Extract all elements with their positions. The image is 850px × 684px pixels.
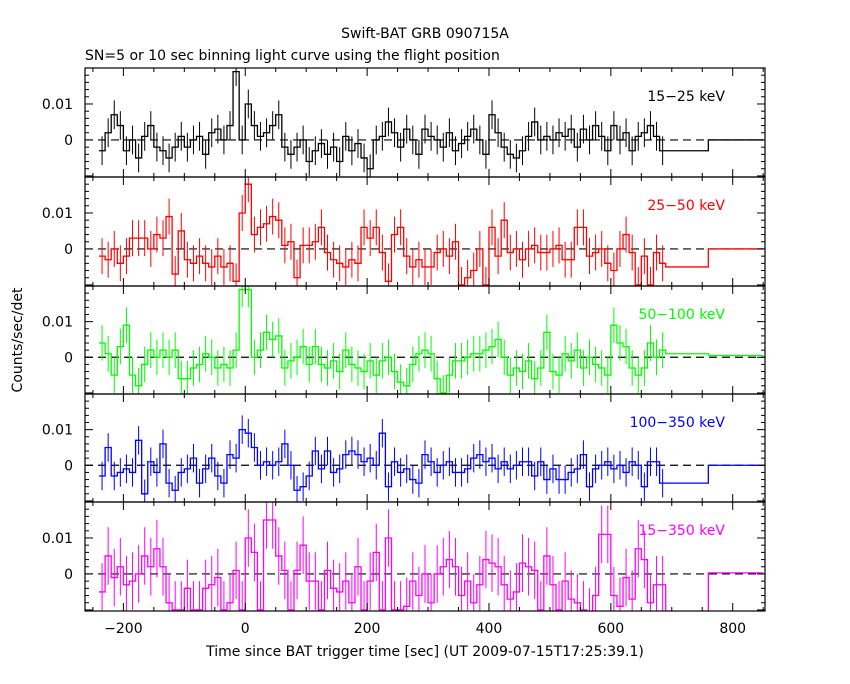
y-tick-label: 0 <box>64 133 73 149</box>
y-tick-label: 0 <box>64 242 73 258</box>
panel-2: 0 0.01 25−50 keV <box>42 176 766 287</box>
x-tick-label: −200 <box>104 621 142 637</box>
series-step-line <box>99 288 764 394</box>
y-tick-label: 0.01 <box>42 315 73 331</box>
series-legend-label: 25−50 keV <box>647 198 725 214</box>
series-5 <box>99 502 764 611</box>
x-tick-label: 400 <box>476 621 503 637</box>
series-step-line <box>99 519 764 611</box>
panel-1: 0 0.01 15−25 keV <box>42 67 766 178</box>
series-2 <box>99 177 764 286</box>
series-legend-label: 15−25 keV <box>647 89 725 105</box>
y-tick-label: 0.01 <box>42 206 73 222</box>
x-tick-label: 600 <box>597 621 624 637</box>
x-tick-label: 0 <box>241 621 250 637</box>
y-tick-label: 0.01 <box>42 97 73 113</box>
x-axis-label: Time since BAT trigger time [sec] (UT 20… <box>205 644 644 660</box>
y-tick-label: 0 <box>64 458 73 474</box>
chart-title: Swift-BAT GRB 090715A <box>341 26 509 42</box>
y-tick-label: 0.01 <box>42 423 73 439</box>
series-legend-label: 15−350 keV <box>638 523 725 539</box>
series-step-line <box>99 428 764 495</box>
panel-3: 0 0.01 50−100 keV <box>42 285 766 395</box>
y-axis-label: Counts/sec/det <box>10 287 26 392</box>
panel-5: 0 0.01 15−350 keV <box>42 501 766 612</box>
series-1 <box>99 68 764 177</box>
series-4 <box>99 415 764 502</box>
series-legend-label: 100−350 keV <box>630 415 726 431</box>
panel-4: 0 0.01 100−350 keV <box>42 393 766 503</box>
series-3 <box>99 286 764 394</box>
series-step-line <box>99 70 764 170</box>
panel-frame <box>84 501 766 612</box>
x-tick-label: 200 <box>354 621 381 637</box>
x-tick-label: 800 <box>719 621 746 637</box>
series-legend-label: 50−100 keV <box>638 307 725 323</box>
chart-subtitle: SN=5 or 10 sec binning light curve using… <box>85 48 500 64</box>
y-tick-label: 0 <box>64 567 73 583</box>
series-step-line <box>99 183 764 286</box>
y-tick-label: 0.01 <box>42 531 73 547</box>
y-tick-label: 0 <box>64 350 73 366</box>
